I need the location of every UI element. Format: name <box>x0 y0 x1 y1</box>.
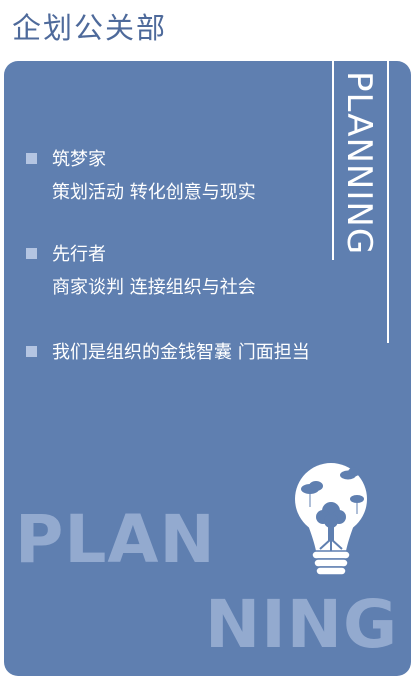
lightbulb-tree-icon <box>295 463 367 576</box>
decorative-word-ning: NING <box>205 586 399 663</box>
decorative-word-plan: PLAN <box>15 501 216 578</box>
square-bullet-icon <box>26 346 37 357</box>
divider-line <box>387 61 389 343</box>
square-bullet-icon <box>26 248 37 259</box>
list-item-sub: 商家谈判 连接组织与社会 <box>52 277 256 298</box>
list-item-head: 先行者 <box>52 244 106 265</box>
list-item-sub: 策划活动 转化创意与现实 <box>52 182 256 203</box>
list-item-head: 我们是组织的金钱智囊 门面担当 <box>52 342 310 363</box>
square-bullet-icon <box>26 153 37 164</box>
page-title: 企划公关部 <box>12 11 168 45</box>
divider-line <box>332 61 334 260</box>
department-card: PLANNING 筑梦家 策划活动 转化创意与现实 先行者 商家谈判 连接组织与… <box>4 61 411 676</box>
vertical-title: PLANNING <box>339 71 379 256</box>
list-item-head: 筑梦家 <box>52 149 106 170</box>
